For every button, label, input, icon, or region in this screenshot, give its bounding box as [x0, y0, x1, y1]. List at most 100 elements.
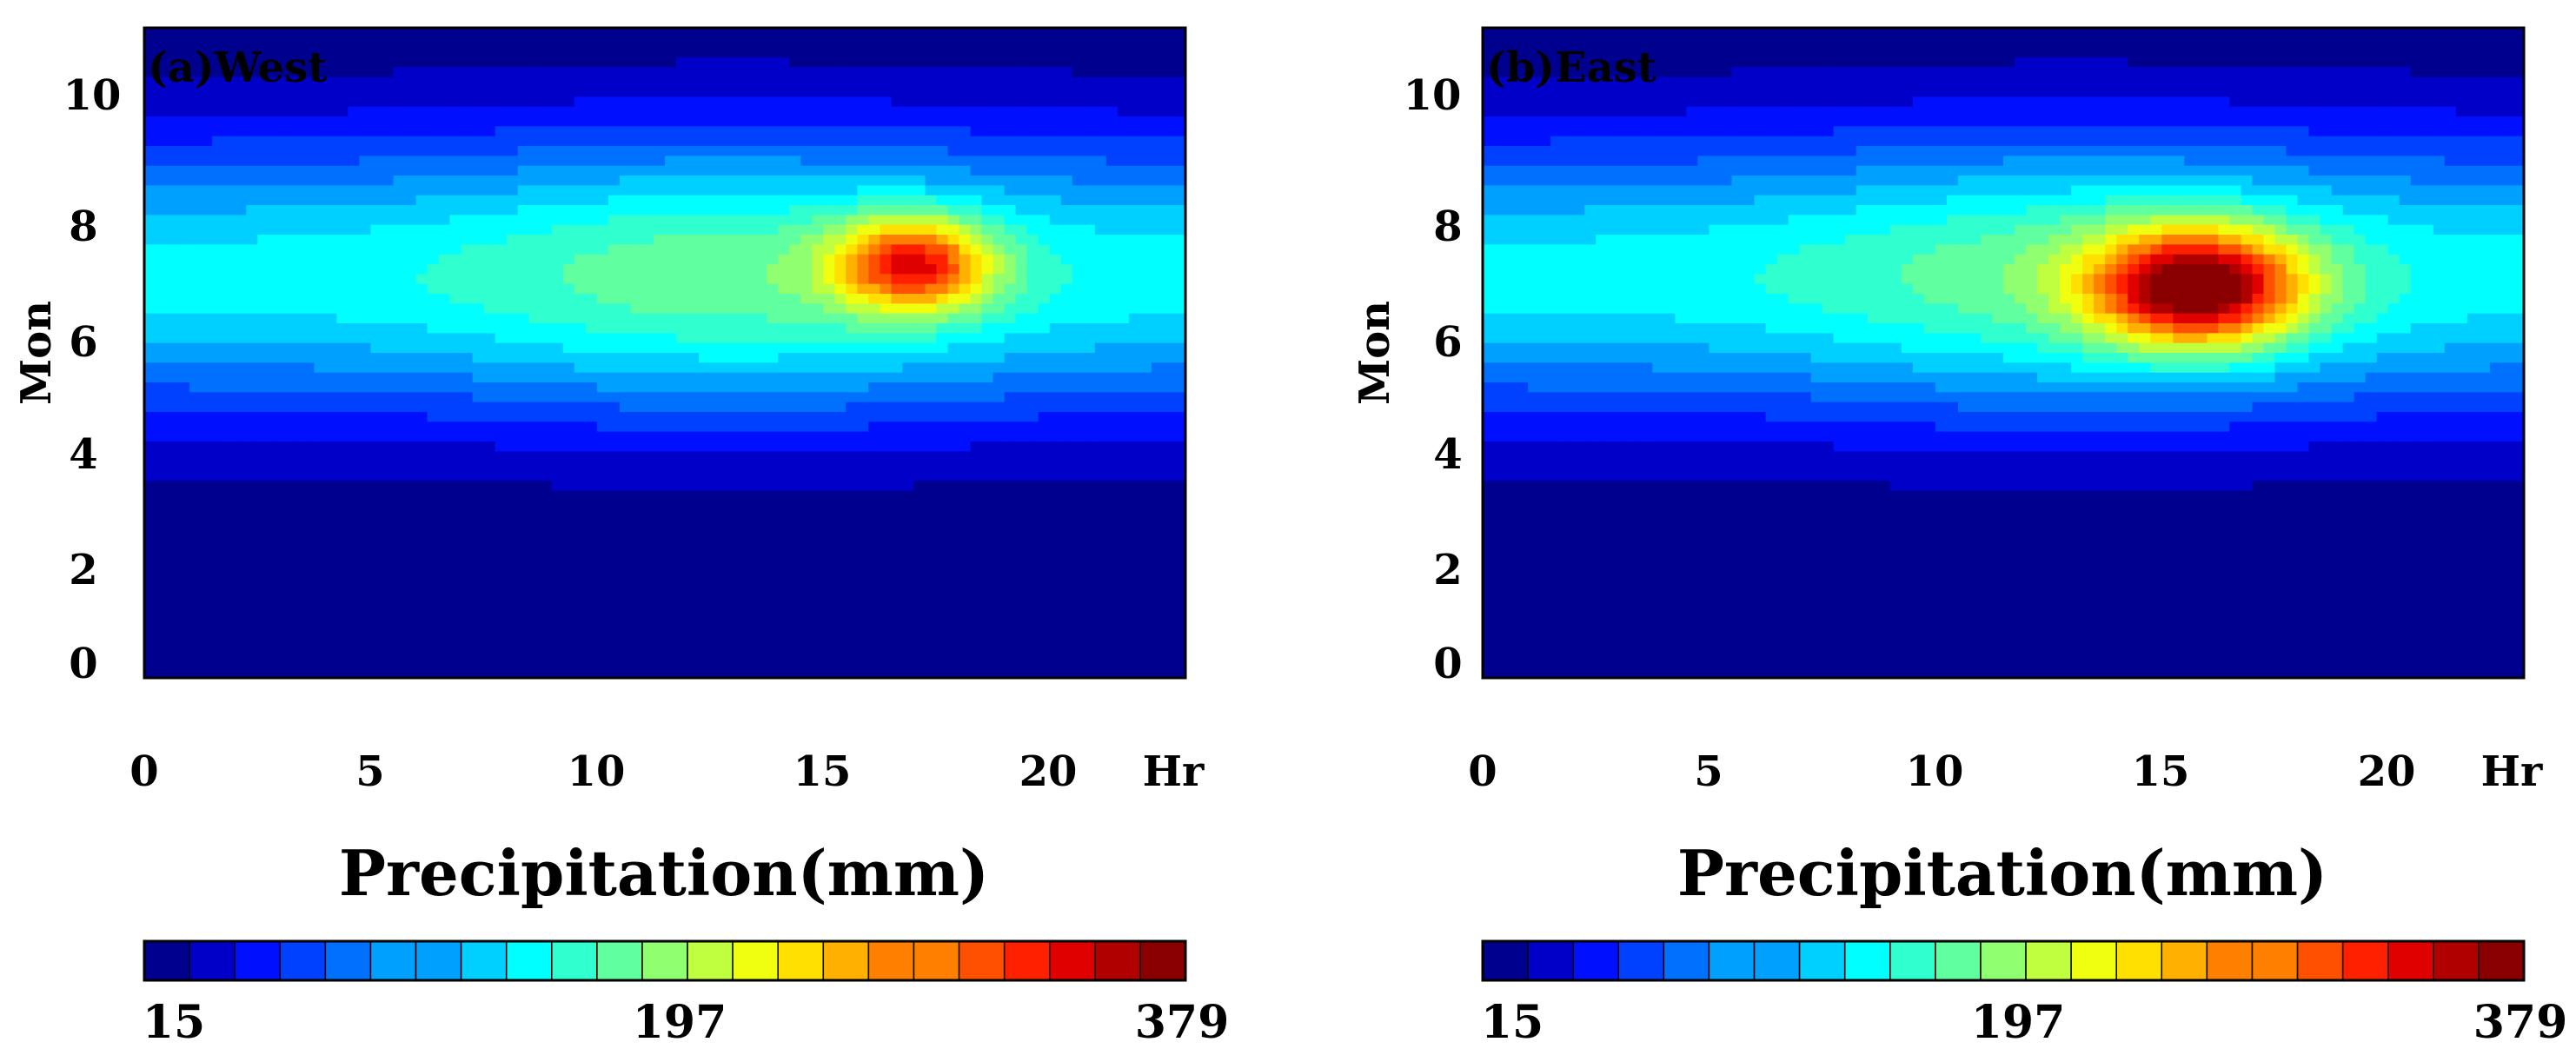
heatmap-cell	[438, 28, 451, 38]
heatmap-cell	[415, 569, 428, 581]
heatmap-cell	[495, 323, 508, 334]
heatmap-cell	[235, 520, 247, 531]
heatmap-cell	[981, 490, 994, 501]
heatmap-cell	[528, 185, 541, 196]
heatmap-cell	[201, 382, 213, 393]
heatmap-cell	[393, 224, 406, 236]
heatmap-cell	[562, 165, 575, 176]
heatmap-cell	[506, 224, 519, 236]
heatmap-cell	[540, 402, 553, 413]
heatmap-cell	[461, 96, 474, 108]
heatmap-cell	[619, 156, 632, 167]
heatmap-cell	[517, 520, 530, 531]
heatmap-cell	[981, 264, 994, 275]
heatmap-cell	[359, 421, 372, 433]
heatmap-cell	[201, 96, 213, 108]
heatmap-cell	[291, 353, 303, 363]
heatmap-cell	[857, 589, 869, 600]
heatmap-cell	[562, 274, 575, 285]
heatmap-cell	[483, 471, 496, 481]
heatmap-cell	[959, 176, 972, 186]
heatmap-cell	[144, 185, 156, 196]
heatmap-cell	[178, 313, 190, 324]
heatmap-cell	[223, 530, 236, 541]
heatmap-cell	[596, 195, 609, 206]
heatmap-cell	[235, 37, 247, 49]
heatmap-cell	[302, 628, 315, 640]
heatmap-cell	[596, 76, 609, 88]
heatmap-cell	[834, 599, 846, 610]
heatmap-cell	[687, 362, 700, 374]
heatmap-cell	[246, 520, 258, 531]
heatmap-cell	[370, 382, 383, 393]
heatmap-cell	[291, 136, 303, 147]
heatmap-cell	[280, 87, 292, 97]
heatmap-cell	[641, 205, 654, 216]
heatmap-cell	[212, 501, 224, 511]
heatmap-cell	[461, 274, 474, 285]
heatmap-cell	[676, 599, 688, 610]
heatmap-cell	[585, 274, 598, 285]
heatmap-cell	[359, 303, 372, 315]
heatmap-cell	[665, 510, 677, 521]
heatmap-cell	[246, 67, 258, 78]
heatmap-cell	[223, 303, 236, 315]
heatmap-cell	[562, 136, 575, 147]
heatmap-cell	[721, 303, 734, 315]
heatmap-cell	[767, 461, 779, 472]
heatmap-cell	[495, 87, 508, 97]
heatmap-cell	[551, 589, 564, 600]
heatmap-cell	[562, 490, 575, 501]
heatmap-cell	[483, 353, 496, 363]
heatmap-cell	[415, 283, 428, 295]
heatmap-cell	[936, 146, 949, 156]
heatmap-cell	[517, 638, 530, 649]
heatmap-cell	[302, 579, 315, 590]
heatmap-cell	[721, 224, 734, 236]
heatmap-cell	[846, 126, 858, 137]
heatmap-cell	[891, 520, 904, 531]
heatmap-cell	[144, 569, 156, 581]
heatmap-cell	[619, 658, 632, 669]
heatmap-cell	[665, 648, 677, 659]
heatmap-cell	[641, 57, 654, 68]
heatmap-cell	[314, 185, 326, 196]
heatmap-cell	[630, 402, 643, 413]
heatmap-cell	[755, 471, 767, 481]
heatmap-cell	[891, 353, 904, 363]
heatmap-cell	[891, 540, 904, 551]
heatmap-cell	[607, 431, 621, 442]
heatmap-cell	[596, 176, 609, 186]
heatmap-cell	[812, 146, 824, 156]
heatmap-cell	[257, 205, 269, 216]
heatmap-cell	[167, 441, 179, 452]
heatmap-cell	[393, 569, 406, 581]
heatmap-cell	[857, 244, 869, 256]
heatmap-cell	[201, 283, 213, 295]
heatmap-cell	[733, 244, 745, 256]
heatmap-cell	[585, 342, 598, 354]
heatmap-cell	[857, 96, 869, 108]
heatmap-cell	[755, 569, 767, 581]
heatmap-cell	[880, 510, 893, 521]
heatmap-cell	[246, 382, 258, 393]
heatmap-cell	[528, 372, 541, 383]
heatmap-cell	[687, 402, 700, 413]
heatmap-cell	[823, 560, 835, 570]
heatmap-cell	[710, 412, 722, 422]
heatmap-cell	[427, 87, 440, 97]
heatmap-cell	[370, 313, 383, 324]
heatmap-cell	[438, 658, 451, 669]
heatmap-cell	[812, 441, 824, 452]
heatmap-cell	[517, 185, 530, 196]
heatmap-cell	[755, 342, 767, 354]
heatmap-cell	[607, 254, 621, 265]
heatmap-cell	[619, 215, 632, 226]
heatmap-cell	[427, 353, 440, 363]
heatmap-cell	[528, 47, 541, 58]
heatmap-cell	[699, 224, 711, 236]
heatmap-cell	[913, 47, 926, 58]
heatmap-cell	[269, 165, 281, 176]
heatmap-cell	[235, 215, 247, 226]
heatmap-cell	[585, 28, 598, 38]
